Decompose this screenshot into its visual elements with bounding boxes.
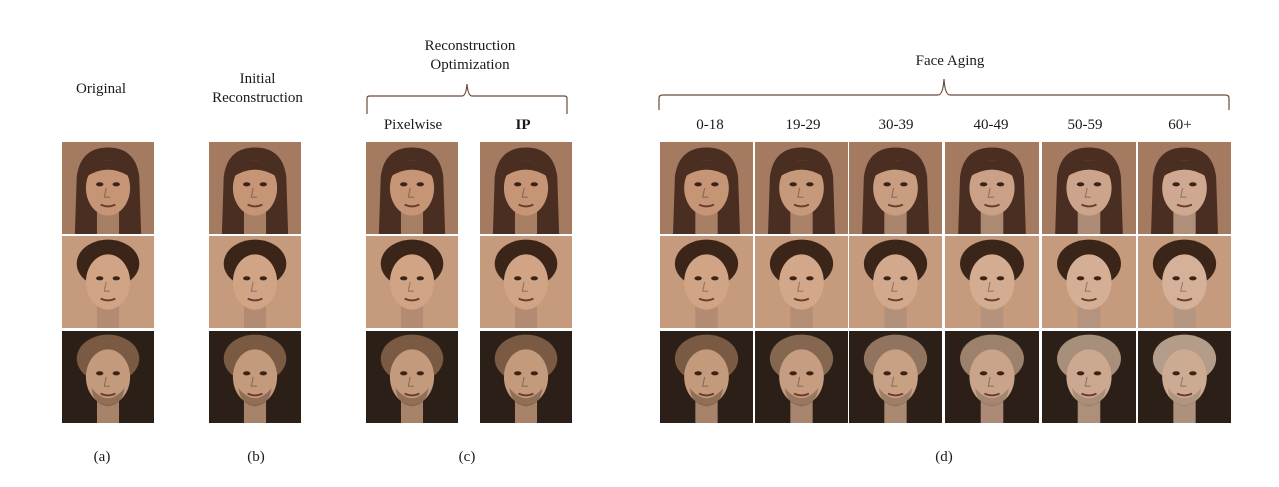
brace-face-aging	[658, 78, 1230, 110]
header-initial-line1: Initial	[239, 71, 276, 87]
header-pixelwise: Pixelwise	[383, 117, 443, 133]
header-face-aging: Face Aging	[915, 53, 985, 69]
face-image-row3-age-0-18	[660, 331, 753, 423]
face-image-row3-age-30-39	[849, 331, 942, 423]
header-initial-reconstruction: Initial Reconstruction	[200, 70, 315, 108]
caption-d: (d)	[935, 449, 953, 465]
age-label-4: 50-59	[1067, 117, 1103, 133]
face-image-row3-age-50-59	[1042, 331, 1136, 423]
age-label-5: 60+	[1168, 117, 1192, 133]
header-recon-line1: Reconstruction	[424, 38, 516, 54]
face-image-row2-pixelwise	[366, 236, 458, 328]
face-image-row2-ip	[480, 236, 572, 328]
caption-c: (c)	[458, 449, 476, 465]
face-image-row1-age-40-49	[945, 142, 1039, 234]
face-image-row1-age-60-plus	[1138, 142, 1231, 234]
face-image-row3-initial-reconstruction	[209, 331, 301, 423]
face-image-row2-age-30-39	[849, 236, 942, 328]
age-label-3: 40-49	[973, 117, 1009, 133]
face-image-row1-original	[62, 142, 154, 234]
face-image-row1-initial-reconstruction	[209, 142, 301, 234]
caption-a: (a)	[93, 449, 111, 465]
face-image-row3-ip	[480, 331, 572, 423]
face-image-row2-age-19-29	[755, 236, 848, 328]
face-image-row1-age-0-18	[660, 142, 753, 234]
face-image-row2-age-40-49	[945, 236, 1039, 328]
caption-b: (b)	[247, 449, 265, 465]
header-ip: IP	[515, 117, 531, 133]
face-image-row2-age-60-plus	[1138, 236, 1231, 328]
header-reconstruction-optimization: Reconstruction Optimization	[400, 37, 540, 75]
face-image-row1-ip	[480, 142, 572, 234]
brace-reconstruction-optimization	[366, 83, 568, 114]
face-image-row2-age-50-59	[1042, 236, 1136, 328]
face-image-row3-age-19-29	[755, 331, 848, 423]
header-original: Original	[76, 81, 126, 97]
face-image-row3-pixelwise	[366, 331, 458, 423]
age-label-2: 30-39	[878, 117, 914, 133]
age-label-0: 0-18	[696, 117, 724, 133]
face-image-row1-pixelwise	[366, 142, 458, 234]
header-recon-line2: Optimization	[430, 57, 510, 73]
face-image-row1-age-30-39	[849, 142, 942, 234]
face-image-row2-initial-reconstruction	[209, 236, 301, 328]
face-image-row1-age-50-59	[1042, 142, 1136, 234]
face-image-row2-age-0-18	[660, 236, 753, 328]
age-label-1: 19-29	[785, 117, 821, 133]
face-image-row1-age-19-29	[755, 142, 848, 234]
face-image-row3-age-40-49	[945, 331, 1039, 423]
face-image-row3-age-60-plus	[1138, 331, 1231, 423]
face-image-row2-original	[62, 236, 154, 328]
face-image-row3-original	[62, 331, 154, 423]
header-initial-line2: Reconstruction	[212, 90, 303, 106]
